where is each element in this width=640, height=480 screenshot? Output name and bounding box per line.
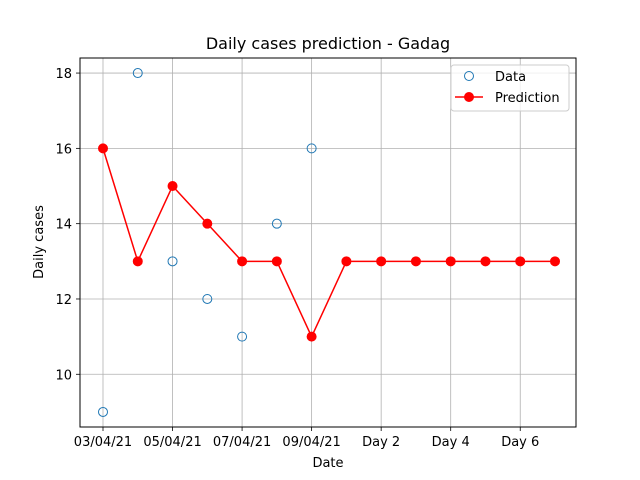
prediction-point [167, 181, 178, 192]
x-axis-label: Date [312, 456, 343, 471]
legend-box [450, 64, 570, 112]
x-tick-label: 09/04/21 [282, 435, 340, 450]
y-axis: 10 12 14 16 18 [55, 67, 80, 383]
x-tick-label: 03/04/21 [74, 435, 132, 450]
prediction-line [102, 148, 556, 338]
prediction-point [132, 256, 143, 267]
prediction-point [271, 256, 282, 267]
legend-marker-data [464, 71, 474, 81]
grid [80, 58, 576, 427]
plot-frame [79, 57, 577, 428]
data-point [98, 406, 108, 417]
prediction-point [480, 256, 491, 267]
y-tick-label: 16 [55, 142, 72, 157]
legend-label-prediction: Prediction [495, 91, 560, 106]
x-tick-label: 05/04/21 [143, 435, 201, 450]
legend-marker-prediction [464, 92, 474, 102]
x-tick-label: 07/04/21 [213, 435, 271, 450]
legend: Data Prediction [450, 64, 570, 112]
prediction-point [410, 256, 421, 267]
prediction-point [202, 218, 213, 229]
prediction-point [98, 143, 108, 154]
series-layer [98, 68, 561, 417]
y-axis-label: Daily cases [32, 205, 47, 279]
prediction-point [376, 256, 387, 267]
y-tick-label: 10 [55, 368, 72, 383]
x-tick-label: Day 4 [432, 435, 470, 450]
legend-label-data: Data [495, 70, 526, 85]
prediction-point [550, 256, 561, 267]
y-tick-label: 14 [55, 218, 72, 233]
data-point [202, 293, 213, 304]
prediction-point [237, 256, 248, 267]
x-tick-label: Day 6 [501, 435, 539, 450]
prediction-point [306, 331, 317, 342]
data-point [271, 218, 282, 229]
data-point [306, 143, 317, 154]
prediction-point [445, 256, 456, 267]
x-axis: 03/04/21 05/04/21 07/04/21 09/04/21 Day 2 Day… [74, 427, 539, 450]
data-point [132, 68, 143, 79]
y-tick-label: 12 [55, 293, 72, 308]
prediction-point [341, 256, 352, 267]
prediction-point [515, 256, 526, 267]
x-tick-label: Day 2 [362, 435, 400, 450]
chart-title: Daily cases prediction - Gadag [206, 34, 450, 53]
y-tick-label: 18 [55, 67, 72, 82]
data-point [237, 331, 248, 342]
data-point [167, 256, 178, 267]
